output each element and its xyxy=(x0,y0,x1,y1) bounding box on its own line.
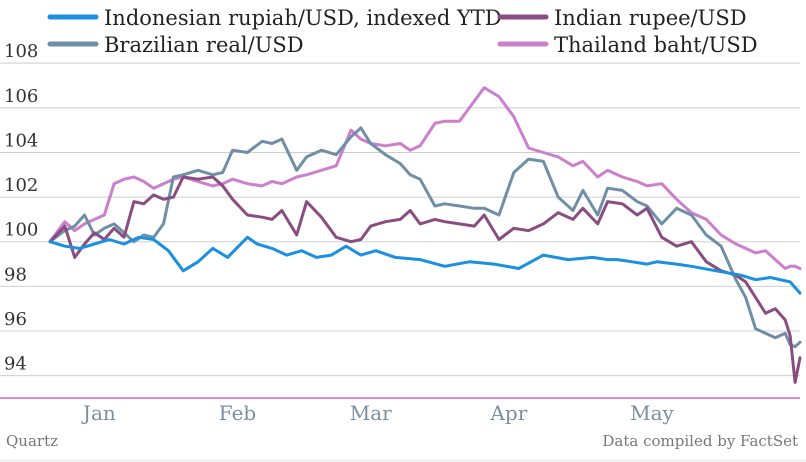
y-tick-label: 96 xyxy=(4,309,27,330)
y-tick-label: 108 xyxy=(4,41,38,62)
legend-label-0: Indonesian rupiah/USD, indexed YTD xyxy=(104,6,502,30)
series-line-3 xyxy=(48,86,802,270)
series-line-1 xyxy=(48,175,802,384)
legend-label-1: Indian rupee/USD xyxy=(554,6,747,30)
y-tick-label: 106 xyxy=(4,86,38,107)
x-tick-label-may: May xyxy=(630,401,674,425)
y-tick-labels: 94 96 98 100 102 104 106 108 xyxy=(4,41,38,375)
y-tick-label: 94 xyxy=(4,354,27,375)
y-tick-label: 102 xyxy=(4,175,38,196)
y-tick-label: 104 xyxy=(4,130,38,151)
y-tick-label: 98 xyxy=(4,264,27,285)
series-lines xyxy=(48,86,802,384)
x-tick-label-apr: Apr xyxy=(489,401,527,425)
x-tick-label-feb: Feb xyxy=(219,401,256,425)
series-line-0 xyxy=(48,235,802,295)
x-tick-label-mar: Mar xyxy=(350,401,392,425)
series-line-2 xyxy=(48,126,802,349)
x-tick-labels: Jan Feb Mar Apr May xyxy=(81,401,675,425)
x-tick-label-jan: Jan xyxy=(81,401,116,425)
footer-divider xyxy=(0,460,806,461)
legend-label-2: Brazilian real/USD xyxy=(104,33,304,57)
source-credit: Quartz xyxy=(6,432,59,450)
legend-label-3: Thailand baht/USD xyxy=(554,33,758,57)
y-tick-label: 100 xyxy=(4,220,38,241)
legend: Indonesian rupiah/USD, indexed YTD Indian… xyxy=(47,6,758,57)
data-credit: Data compiled by FactSet xyxy=(602,432,798,450)
